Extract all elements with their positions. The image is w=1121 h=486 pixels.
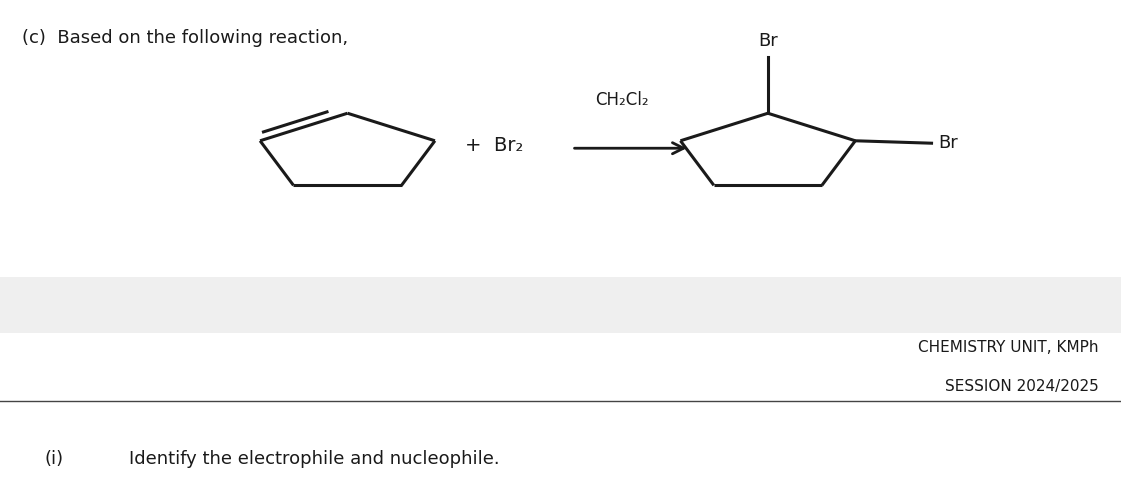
Text: Br: Br [758,32,778,50]
Text: Identify the electrophile and nucleophile.: Identify the electrophile and nucleophil… [129,450,500,469]
FancyBboxPatch shape [0,277,1121,333]
Text: (c)  Based on the following reaction,: (c) Based on the following reaction, [22,29,349,47]
Text: Br: Br [938,134,958,152]
Text: CHEMISTRY UNIT, KMPh: CHEMISTRY UNIT, KMPh [918,340,1099,355]
Text: +  Br₂: + Br₂ [465,136,524,156]
Text: (i): (i) [45,450,64,469]
Text: SESSION 2024/2025: SESSION 2024/2025 [945,379,1099,394]
Text: CH₂Cl₂: CH₂Cl₂ [595,91,649,109]
